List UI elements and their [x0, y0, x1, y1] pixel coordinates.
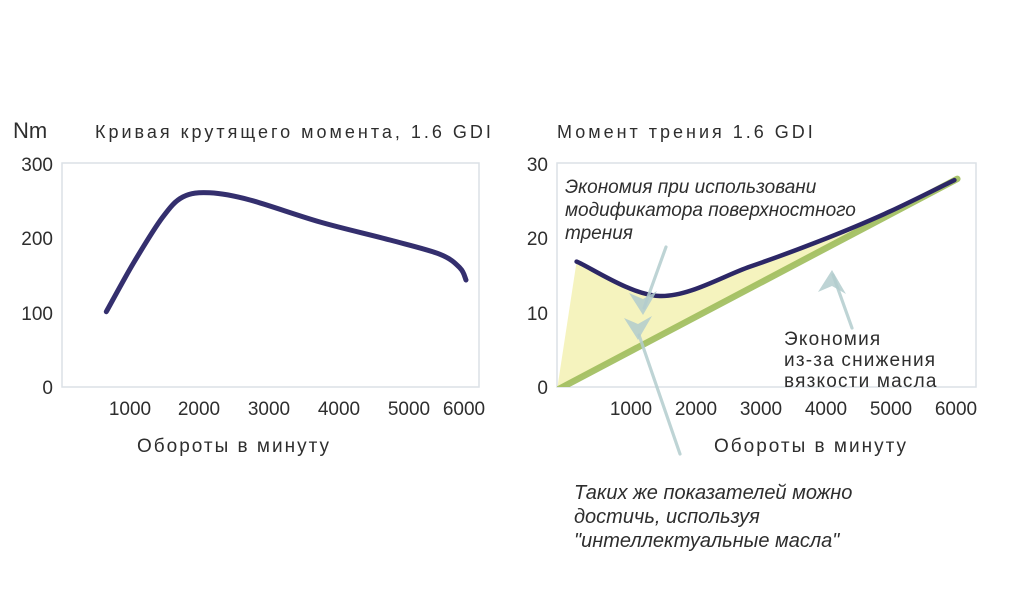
svg-text:Обороты в минуту: Обороты в минуту [137, 436, 331, 457]
svg-text:трения: трения [565, 223, 633, 244]
svg-text:4000: 4000 [318, 399, 360, 420]
svg-text:200: 200 [21, 229, 53, 250]
svg-text:2000: 2000 [675, 399, 717, 420]
svg-text:Обороты в минуту: Обороты в минуту [714, 436, 908, 457]
svg-text:20: 20 [527, 229, 548, 250]
svg-text:Экономия при использовани: Экономия при использовани [565, 177, 817, 198]
svg-text:Nm: Nm [13, 118, 47, 143]
svg-text:300: 300 [21, 155, 53, 176]
svg-text:Экономия: Экономия [784, 329, 881, 350]
svg-text:достичь, используя: достичь, используя [574, 506, 760, 528]
svg-text:Момент трения 1.6 GDI: Момент трения 1.6 GDI [557, 122, 816, 142]
svg-text:5000: 5000 [388, 399, 430, 420]
svg-text:"интеллектуальные масла": "интеллектуальные масла" [574, 530, 840, 552]
svg-text:5000: 5000 [870, 399, 912, 420]
svg-text:1000: 1000 [109, 399, 151, 420]
svg-text:модификатора поверхностного: модификатора поверхностного [565, 200, 856, 221]
svg-text:3000: 3000 [740, 399, 782, 420]
svg-text:10: 10 [527, 304, 548, 325]
svg-text:100: 100 [21, 304, 53, 325]
svg-text:Кривая крутящего момента, 1.6: Кривая крутящего момента, 1.6 GDI [95, 122, 494, 142]
svg-text:3000: 3000 [248, 399, 290, 420]
svg-text:0: 0 [42, 378, 53, 399]
svg-text:вязкости масла: вязкости масла [784, 371, 938, 392]
svg-text:30: 30 [527, 155, 548, 176]
svg-text:6000: 6000 [443, 399, 485, 420]
svg-text:6000: 6000 [935, 399, 977, 420]
svg-text:из-за снижения: из-за снижения [784, 350, 936, 371]
svg-text:4000: 4000 [805, 399, 847, 420]
svg-text:2000: 2000 [178, 399, 220, 420]
svg-text:Таких же показателей можно: Таких же показателей можно [574, 482, 852, 504]
svg-text:1000: 1000 [610, 399, 652, 420]
svg-text:0: 0 [537, 378, 548, 399]
